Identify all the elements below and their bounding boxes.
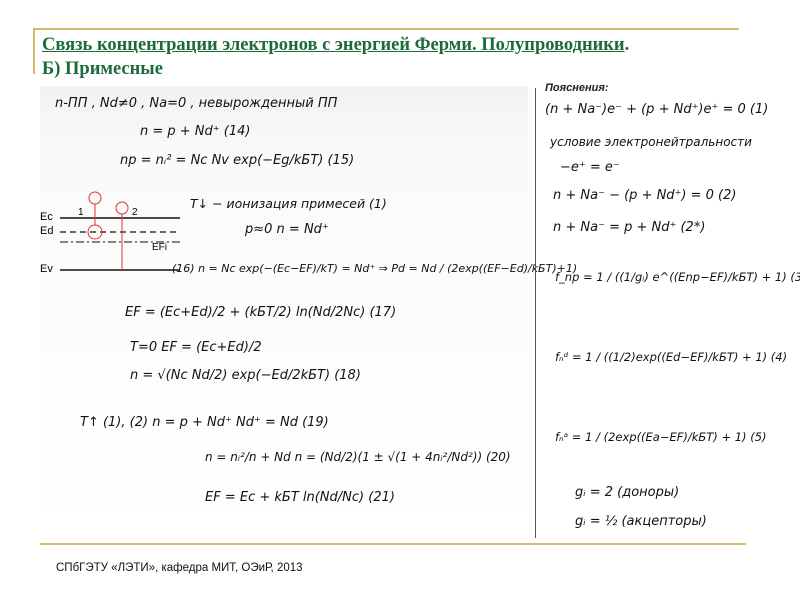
formula: (16) n = Nc exp(−(Ec−EF)/kT) = Nd⁺ ⇒ Pd … <box>172 262 578 275</box>
top-rule <box>33 28 739 30</box>
label-2: 2 <box>132 207 138 218</box>
formula: EF = (Ec+Ed)/2 + (kБT/2) ln(Nd/2Nc) (17) <box>125 305 397 320</box>
formula: f_np = 1 / ((1/gᵢ) e^((Enp−EF)/kБT) + 1)… <box>555 270 800 284</box>
formula: fₙᵃ = 1 / (2exp((Ea−EF)/kБT) + 1) (5) <box>555 430 767 444</box>
handwritten-notes-scan <box>40 86 528 534</box>
label-efi: EFi <box>152 242 167 253</box>
title-line-1: Связь концентрации электронов с энергией… <box>42 35 625 55</box>
label-1: 1 <box>78 207 84 218</box>
formula: p≈0 n = Nd⁺ <box>245 222 329 237</box>
formula: −e⁺ = e⁻ <box>560 160 620 175</box>
title-accent-bar <box>33 28 35 74</box>
formula: gᵢ = ½ (акцепторы) <box>575 514 707 529</box>
footer-text: СПбГЭТУ «ЛЭТИ», кафедра МИТ, ОЭиР, 2013 <box>56 562 303 574</box>
label-ev: Ev <box>40 263 53 275</box>
formula: n + Na⁻ = p + Nd⁺ (2*) <box>553 220 706 235</box>
electron-mark <box>88 191 102 205</box>
formula: EF = Ec + kБT ln(Nd/Nc) (21) <box>205 490 395 505</box>
formula: n + Na⁻ − (p + Nd⁺) = 0 (2) <box>553 188 737 203</box>
label-ec: Ec <box>40 211 53 223</box>
band-diagram: Ec Ed EFi Ev 1 2 <box>40 191 180 275</box>
formula: gᵢ = 2 (доноры) <box>575 485 680 500</box>
notes-label: Пояснения: <box>545 82 609 94</box>
bottom-rule <box>40 543 746 545</box>
slide-title: Связь концентрации электронов с энергией… <box>42 33 762 81</box>
column-divider <box>535 88 536 538</box>
electron-mark <box>115 201 129 215</box>
label-ed: Ed <box>40 225 53 237</box>
formula: n = nᵢ²/n + Nd n = (Nd/2)(1 ± √(1 + 4nᵢ²… <box>205 450 511 464</box>
formula: T↑ (1), (2) n = p + Nd⁺ Nd⁺ = Nd (19) <box>80 415 329 430</box>
formula: fₙᵈ = 1 / ((1/2)exp((Ed−EF)/kБT) + 1) (4… <box>555 350 788 364</box>
formula: T↓ − ионизация примесей (1) <box>190 196 387 211</box>
formula: n = √(Nc Nd/2) exp(−Ed/2kБT) (18) <box>130 368 361 383</box>
formula: n = p + Nd⁺ (14) <box>140 124 251 139</box>
formula: (n + Na⁻)e⁻ + (p + Nd⁺)e⁺ = 0 (1) <box>545 102 769 117</box>
formula: n-ПП , Nd≠0 , Na=0 , невырожденный ПП <box>55 96 338 111</box>
title-line-2: Б) Примесные <box>42 59 163 79</box>
formula: T=0 EF = (Ec+Ed)/2 <box>130 340 262 355</box>
formula: условие электронейтральности <box>550 135 752 149</box>
formula: np = nᵢ² = Nc Nv exp(−Eg/kБT) (15) <box>120 153 355 168</box>
title-punct: . <box>624 35 630 55</box>
